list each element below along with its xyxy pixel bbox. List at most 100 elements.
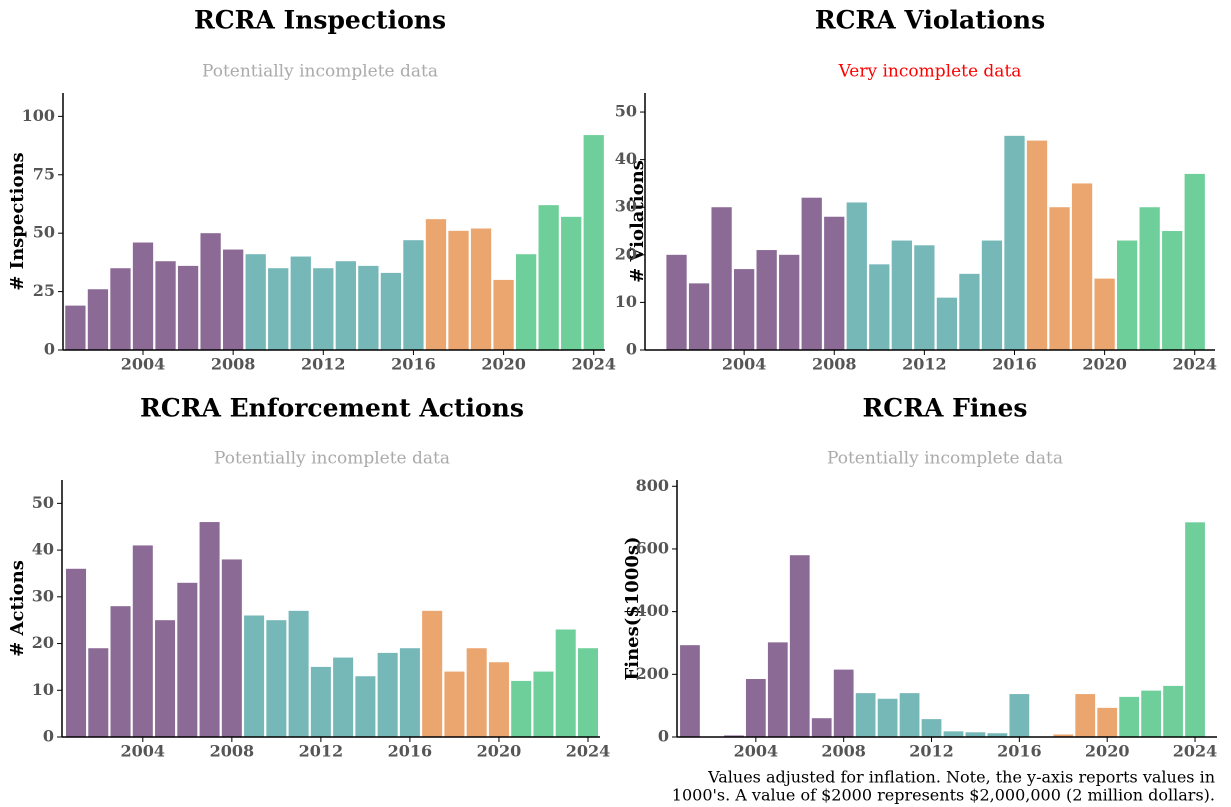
bar [1071, 183, 1093, 350]
bar [943, 731, 964, 737]
bar [132, 545, 153, 737]
y-tick-label: 10 [32, 680, 54, 699]
bar [981, 240, 1003, 350]
y-tick-label: 800 [636, 476, 669, 495]
x-tick-label: 2008 [821, 742, 866, 761]
x-tick-label: 2012 [909, 742, 954, 761]
bar [88, 648, 109, 737]
bar [1009, 694, 1030, 737]
bar [266, 620, 287, 737]
x-tick-label: 2008 [211, 355, 256, 374]
bar [583, 135, 604, 350]
y-tick-label: 50 [33, 223, 55, 242]
x-tick-label: 2020 [1085, 742, 1130, 761]
chart-title: RCRA Enforcement Actions [140, 394, 524, 423]
bar [561, 216, 582, 350]
x-tick-label: 2020 [1082, 355, 1127, 374]
bar [444, 671, 465, 737]
bar [155, 620, 176, 737]
bar [466, 648, 487, 737]
chart-title: RCRA Violations [815, 6, 1045, 35]
bar [245, 254, 266, 350]
footnote: Values adjusted for inflation. Note, the… [707, 768, 1215, 787]
bar [538, 205, 559, 350]
x-tick-label: 2008 [210, 742, 255, 761]
bar [199, 522, 220, 737]
bar [1116, 240, 1138, 350]
bar [110, 268, 131, 350]
bar [425, 219, 447, 350]
y-tick-label: 25 [33, 281, 55, 300]
y-tick-label: 40 [32, 540, 54, 559]
y-tick-label: 20 [615, 244, 637, 263]
y-axis-label: # Inspections [7, 152, 28, 290]
y-tick-label: 20 [32, 633, 54, 652]
y-tick-label: 10 [615, 292, 637, 311]
bar [448, 230, 469, 350]
x-tick-label: 2016 [992, 355, 1037, 374]
chart-subtitle: Potentially incomplete data [827, 449, 1063, 469]
bar [470, 228, 492, 350]
bar [877, 698, 898, 737]
bar [1004, 135, 1025, 350]
bar [779, 254, 800, 350]
bar [177, 265, 199, 350]
bar [965, 732, 986, 737]
bar [833, 669, 854, 737]
y-tick-label: 0 [43, 727, 54, 746]
bar [1163, 685, 1183, 737]
y-tick-label: 50 [32, 493, 54, 512]
y-tick-label: 40 [615, 149, 637, 168]
x-tick-label: 2020 [481, 355, 526, 374]
bar [1097, 707, 1118, 737]
bar [555, 629, 576, 737]
y-tick-label: 0 [626, 340, 637, 359]
bar [1026, 140, 1048, 350]
y-tick-label: 400 [636, 601, 669, 620]
y-tick-label: 30 [615, 197, 637, 216]
bar [155, 261, 176, 350]
bar [511, 680, 532, 737]
bar [1139, 207, 1160, 350]
bar [223, 249, 244, 350]
bar [869, 264, 890, 350]
y-tick-label: 0 [658, 727, 669, 746]
bar [1049, 207, 1070, 350]
y-axis-label: # Actions [7, 560, 28, 657]
x-tick-label: 2012 [299, 742, 344, 761]
bar [959, 273, 980, 350]
bar [1094, 278, 1115, 350]
bar [380, 272, 402, 350]
bar [899, 693, 920, 737]
bar [200, 233, 221, 350]
bar [855, 693, 876, 737]
bar [515, 254, 537, 350]
bar [335, 261, 356, 350]
x-tick-label: 2012 [902, 355, 947, 374]
bar [914, 245, 935, 350]
bar [936, 297, 958, 350]
bar [688, 283, 710, 350]
bar [177, 582, 198, 737]
bar [756, 250, 777, 350]
bar [333, 657, 354, 737]
y-axis-label: # Violations [627, 160, 648, 283]
x-tick-label: 2024 [571, 355, 616, 374]
bar [221, 559, 242, 737]
x-tick-label: 2016 [391, 355, 436, 374]
bar [1053, 734, 1074, 737]
bar [377, 652, 398, 737]
bar [745, 679, 766, 737]
bar [110, 606, 131, 737]
bar [422, 610, 443, 737]
chart-subtitle: Potentially incomplete data [214, 449, 450, 469]
y-axis-label: Fines($1000s) [622, 536, 643, 680]
bar [65, 305, 86, 350]
bar [355, 676, 376, 737]
bar [399, 648, 420, 737]
y-tick-label: 600 [636, 538, 669, 557]
bar [1162, 231, 1183, 350]
y-tick-label: 50 [615, 102, 637, 121]
x-tick-label: 2024 [1172, 355, 1217, 374]
